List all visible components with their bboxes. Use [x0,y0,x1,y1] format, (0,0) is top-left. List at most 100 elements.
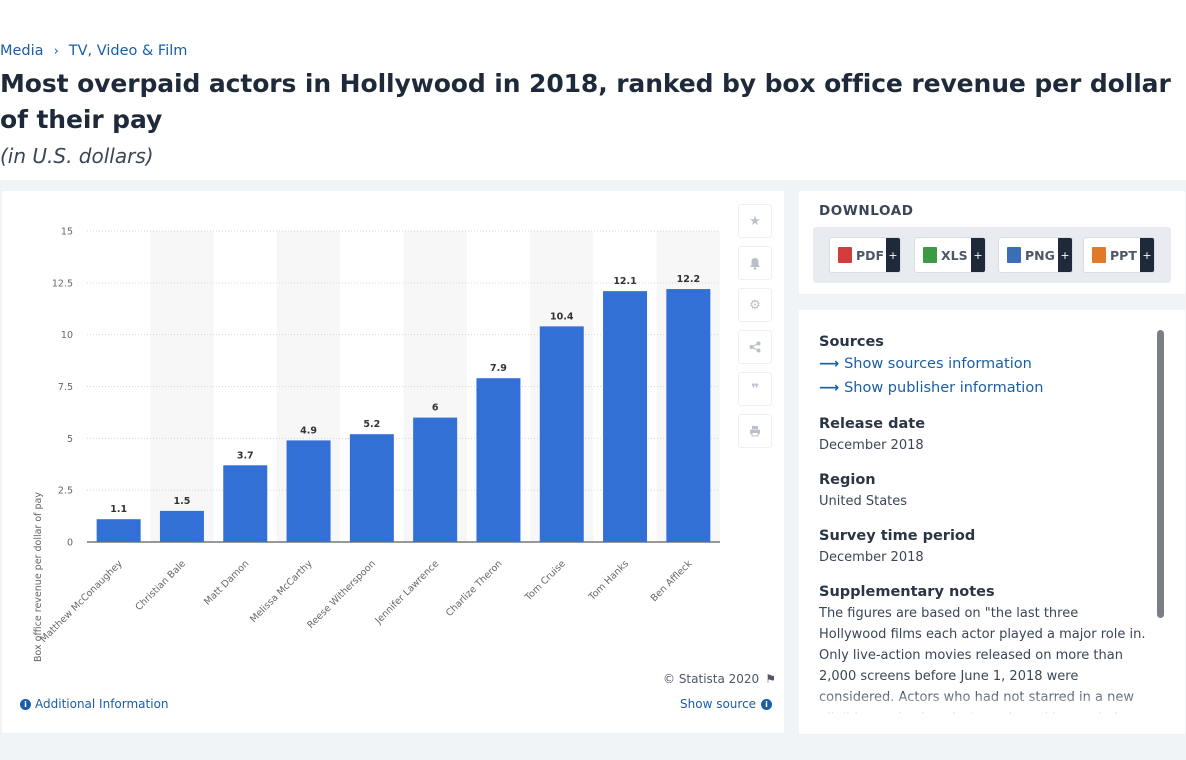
plus-icon[interactable]: + [971,238,985,272]
additional-information-label: Additional Information [35,697,169,711]
survey-period-heading: Survey time period [819,526,1147,546]
sources-heading: Sources [819,332,1147,352]
bar-chart: Box office revenue per dollar of pay 0 2.… [2,191,784,733]
bar [540,326,584,542]
download-pdf-button[interactable]: PDF + [829,237,901,273]
data-label: 1.1 [110,504,127,515]
bell-icon [749,257,761,270]
xls-file-icon [923,247,937,263]
data-label: 1.5 [174,496,191,507]
plus-icon[interactable]: + [1058,238,1072,272]
show-source-label: Show source [680,697,756,711]
star-icon: ★ [749,214,761,229]
plus-icon[interactable]: + [1140,238,1154,272]
chart-card: Box office revenue per dollar of pay 0 2.… [2,191,784,733]
download-ppt-button[interactable]: PPT + [1083,237,1155,273]
details-fade [799,690,1185,714]
data-label: 7.9 [490,363,507,374]
arrow-right-icon: ⟶ [819,352,839,376]
breadcrumb-tv-video-film[interactable]: TV, Video & Film [69,43,188,59]
x-tick-label: Melissa McCarthy [248,558,315,625]
ppt-file-icon [1092,247,1106,263]
chart-toolbar: ★ ⚙ ❞ [738,204,772,448]
x-tick-label: Matthew McConaughey [38,558,125,645]
show-sources-link[interactable]: ⟶ Show sources information [819,352,1147,376]
print-button[interactable] [738,414,772,448]
details-scroll-area: Sources ⟶ Show sources information ⟶ Sho… [819,332,1147,714]
bar [413,418,457,542]
download-title: DOWNLOAD [819,203,914,219]
arrow-right-icon: ⟶ [819,376,839,400]
bar [97,519,141,542]
y-tick-label: 2.5 [58,486,73,497]
gear-icon: ⚙ [749,298,761,313]
share-icon [749,341,761,353]
x-tick-label: Tom Hanks [586,558,631,603]
data-label: 12.1 [613,276,636,287]
bar [160,511,204,542]
bar [350,434,394,542]
print-icon [749,425,761,437]
png-file-icon [1007,247,1021,263]
notification-button[interactable] [738,246,772,280]
download-png-label: PNG [1025,248,1055,263]
x-tick-label: Matt Damon [202,558,251,607]
x-tick-label: Jennifer Lawrence [373,558,442,627]
data-label: 4.9 [300,425,317,436]
data-label: 6 [432,403,439,414]
download-xls-label: XLS [941,248,968,263]
breadcrumb-separator-icon: › [54,44,59,59]
pdf-file-icon [838,247,852,263]
download-buttons-tray: PDF + XLS + PNG + PPT + [813,227,1171,283]
breadcrumb: Media › TV, Video & Film [0,43,187,59]
share-button[interactable] [738,330,772,364]
download-ppt-label: PPT [1110,248,1137,263]
x-tick-label: Tom Cruise [522,558,568,604]
favorite-button[interactable]: ★ [738,204,772,238]
bar [287,440,331,542]
info-icon: i [761,699,772,710]
x-tick-label: Christian Bale [133,558,188,613]
download-png-button[interactable]: PNG + [998,237,1073,273]
release-date-heading: Release date [819,414,1147,434]
region-value: United States [819,491,1147,512]
y-tick-label: 7.5 [58,382,73,393]
data-label: 12.2 [677,274,700,285]
details-scrollbar[interactable] [1157,330,1164,618]
download-xls-button[interactable]: XLS + [914,237,986,273]
copyright-text[interactable]: © Statista 2020 [663,672,759,686]
breadcrumb-media[interactable]: Media [0,43,44,59]
additional-information-link[interactable]: i Additional Information [20,697,169,711]
y-tick-label: 0 [67,538,73,549]
show-publisher-label: Show publisher information [844,376,1043,400]
info-icon: i [20,699,31,710]
plus-icon[interactable]: + [886,238,900,272]
settings-button[interactable]: ⚙ [738,288,772,322]
download-panel: DOWNLOAD PDF + XLS + PNG + PPT + [799,191,1185,294]
page-title: Most overpaid actors in Hollywood in 201… [0,66,1186,138]
bar [476,378,520,542]
download-pdf-label: PDF [856,248,884,263]
bar [603,291,647,542]
bar [223,465,267,542]
supplementary-notes-heading: Supplementary notes [819,582,1147,602]
data-label: 10.4 [550,311,574,322]
show-sources-label: Show sources information [844,352,1032,376]
y-tick-label: 5 [67,434,73,445]
show-source-link[interactable]: Show source i [680,697,772,711]
cite-button[interactable]: ❞ [738,372,772,406]
flag-icon[interactable]: ⚑ [765,672,776,686]
x-tick-label: Ben Affleck [649,558,695,604]
page-subtitle: (in U.S. dollars) [0,144,154,168]
x-tick-label: Reese Witherspoon [305,558,378,631]
bar [666,289,710,542]
release-date-value: December 2018 [819,435,1147,456]
y-tick-label: 15 [61,227,73,238]
x-tick-label: Charlize Theron [444,558,505,619]
data-label: 5.2 [363,419,380,430]
show-publisher-link[interactable]: ⟶ Show publisher information [819,376,1147,400]
quote-icon: ❞ [751,382,759,397]
survey-period-value: December 2018 [819,547,1147,568]
y-tick-label: 10 [61,330,73,341]
region-heading: Region [819,470,1147,490]
